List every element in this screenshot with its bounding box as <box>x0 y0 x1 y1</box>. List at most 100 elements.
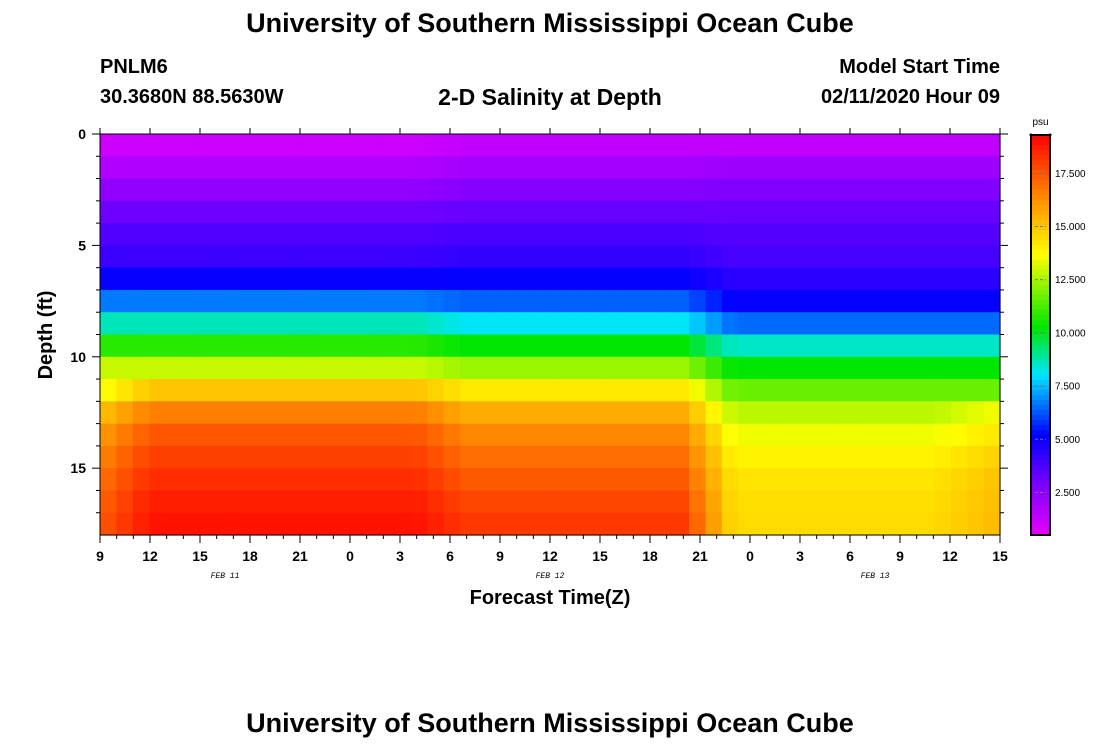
heatmap-cell <box>574 512 592 536</box>
heatmap-cell <box>525 134 543 157</box>
heatmap-cell <box>329 356 347 380</box>
heatmap-cell <box>525 490 543 514</box>
colorbar-segment <box>1031 285 1050 291</box>
heatmap-cell <box>738 334 756 358</box>
heatmap-cell <box>476 267 494 291</box>
heatmap-cell <box>967 289 985 313</box>
heatmap-cell <box>296 356 314 380</box>
heatmap-cell <box>378 223 396 246</box>
heatmap-cell <box>672 267 690 291</box>
heatmap-cell <box>738 267 756 291</box>
heatmap-cell <box>476 445 494 469</box>
heatmap-cell <box>885 423 903 447</box>
heatmap-cell <box>443 134 461 157</box>
heatmap-cell <box>181 267 199 291</box>
y-tick-label: 0 <box>78 126 86 142</box>
heatmap-cell <box>394 134 412 157</box>
colorbar-segment <box>1031 175 1050 181</box>
heatmap-cell <box>950 223 968 246</box>
heatmap-cell <box>345 200 363 224</box>
heatmap-cell <box>460 134 477 157</box>
colorbar: psu 2.500 5.000 7.500 10.000 12.500 15.000 17.5… <box>1029 117 1086 536</box>
heatmap-cell <box>280 312 297 336</box>
heatmap-cell <box>280 334 297 358</box>
heatmap-cell <box>509 356 527 380</box>
x-tick-label: 6 <box>446 548 454 564</box>
heatmap-cell <box>558 200 576 224</box>
heatmap-cell <box>541 200 559 224</box>
heatmap-cell <box>689 468 707 492</box>
heatmap-cell <box>770 512 788 536</box>
heatmap-cell <box>950 356 968 380</box>
heatmap-cell <box>754 267 772 291</box>
heatmap-cell <box>312 423 330 447</box>
heatmap-cell <box>689 178 707 202</box>
heatmap-cell <box>329 490 347 514</box>
heatmap-cell <box>623 223 641 246</box>
colorbar-segment <box>1031 530 1050 536</box>
heatmap-cell <box>280 223 297 246</box>
heatmap-cell <box>329 223 347 246</box>
heatmap-cell <box>263 379 281 402</box>
heatmap-cell <box>934 490 952 514</box>
heatmap-cell <box>312 490 330 514</box>
heatmap-cell <box>934 223 952 246</box>
heatmap-cell <box>869 267 887 291</box>
heatmap-cell <box>116 223 134 246</box>
heatmap-cell <box>198 200 216 224</box>
heatmap-cell <box>983 156 1001 180</box>
heatmap-cell <box>656 468 674 492</box>
heatmap-cell <box>820 423 837 447</box>
heatmap-cell <box>247 356 265 380</box>
heatmap-cell <box>410 401 428 425</box>
heatmap-cell <box>378 334 396 358</box>
heatmap-cell <box>427 267 445 291</box>
colorbar-segment <box>1031 395 1050 401</box>
heatmap-cell <box>869 312 887 336</box>
heatmap-cell <box>754 289 772 313</box>
heatmap-cell <box>230 134 248 157</box>
heatmap-cell <box>738 512 756 536</box>
heatmap-cell <box>394 312 412 336</box>
heatmap-cell <box>836 223 854 246</box>
heatmap-cell <box>640 401 657 425</box>
heatmap-cell <box>296 401 314 425</box>
heatmap-cell <box>787 200 805 224</box>
heatmap-cell <box>116 445 134 469</box>
x-tick-label: 18 <box>242 548 258 564</box>
heatmap-cell <box>689 379 707 402</box>
heatmap-cell <box>296 156 314 180</box>
heatmap-cell <box>820 401 837 425</box>
heatmap-cell <box>198 512 216 536</box>
heatmap-cell <box>541 223 559 246</box>
heatmap-cell <box>427 223 445 246</box>
heatmap-cell <box>394 178 412 202</box>
heatmap-cell <box>525 200 543 224</box>
x-tick-label: 9 <box>96 548 104 564</box>
heatmap-cell <box>263 334 281 358</box>
heatmap-cell <box>214 401 232 425</box>
heatmap-cell <box>590 245 608 269</box>
heatmap-cell <box>836 401 854 425</box>
heatmap-cell <box>672 490 690 514</box>
heatmap-cell <box>296 468 314 492</box>
heatmap-cell <box>574 423 592 447</box>
heatmap-cell <box>934 512 952 536</box>
heatmap-cell <box>950 245 968 269</box>
colorbar-segment <box>1031 210 1050 216</box>
heatmap-cell <box>967 379 985 402</box>
heatmap-cell <box>165 334 183 358</box>
heatmap-cell <box>149 178 167 202</box>
heatmap-cell <box>378 156 396 180</box>
heatmap-cell <box>901 468 919 492</box>
heatmap-cell <box>116 289 134 313</box>
colorbar-frame <box>1030 134 1051 536</box>
heatmap-cell <box>607 223 625 246</box>
heatmap-cell <box>852 334 870 358</box>
heatmap-cell <box>869 445 887 469</box>
heatmap-cell <box>394 490 412 514</box>
heatmap-cell <box>116 312 134 336</box>
heatmap-cell <box>852 423 870 447</box>
heatmap-cell <box>427 312 445 336</box>
heatmap-cell <box>574 401 592 425</box>
